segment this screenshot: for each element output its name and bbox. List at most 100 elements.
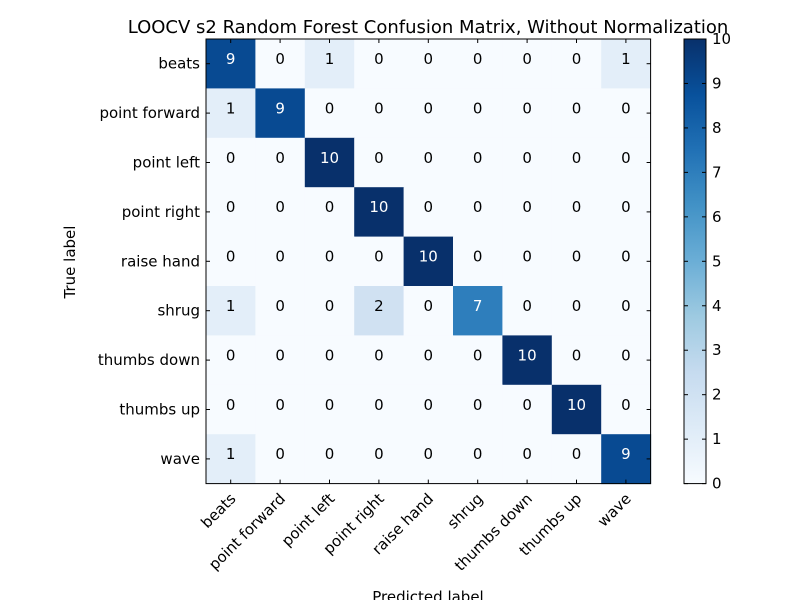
matrix-cell bbox=[255, 286, 306, 336]
matrix-cell bbox=[453, 286, 503, 336]
matrix-cell bbox=[354, 286, 405, 336]
matrix-cells bbox=[206, 39, 652, 485]
matrix-cell-label: 0 bbox=[374, 99, 384, 117]
matrix-cell bbox=[304, 434, 355, 485]
colorbar-tick-label: 2 bbox=[712, 386, 722, 404]
matrix-cell-label: 0 bbox=[473, 248, 483, 266]
y-tick-label: thumbs down bbox=[98, 351, 200, 369]
matrix-cell bbox=[601, 39, 652, 89]
matrix-cell bbox=[354, 335, 405, 386]
matrix-cell bbox=[304, 286, 355, 336]
matrix-cell-label: 0 bbox=[275, 297, 285, 315]
matrix-cell bbox=[502, 39, 553, 89]
matrix-cell-label: 0 bbox=[572, 99, 582, 117]
y-tick-label: beats bbox=[158, 55, 200, 73]
matrix-cell bbox=[551, 286, 602, 336]
matrix-cell bbox=[304, 88, 355, 139]
matrix-cell bbox=[206, 137, 256, 188]
matrix-cell-label: 0 bbox=[572, 445, 582, 463]
matrix-cell-label: 1 bbox=[621, 50, 631, 68]
matrix-cell bbox=[255, 137, 306, 188]
matrix-cell bbox=[601, 384, 652, 435]
matrix-cell-label: 7 bbox=[473, 297, 483, 315]
matrix-cell bbox=[601, 137, 652, 188]
matrix-cell bbox=[551, 187, 602, 238]
matrix-cell bbox=[304, 39, 355, 89]
matrix-cell-label: 0 bbox=[275, 445, 285, 463]
matrix-cell bbox=[206, 286, 256, 336]
colorbar-tick-label: 1 bbox=[712, 430, 722, 448]
matrix-cell-label: 0 bbox=[621, 248, 631, 266]
colorbar: 0 1 2 3 4 5 6 7 8 9 10 bbox=[683, 30, 731, 493]
matrix-cell bbox=[453, 434, 503, 485]
matrix-cell bbox=[502, 187, 553, 238]
matrix-cell bbox=[403, 384, 454, 435]
matrix-cell-label: 0 bbox=[275, 248, 285, 266]
matrix-cell-label: 0 bbox=[374, 50, 384, 68]
matrix-cell-label: 1 bbox=[226, 297, 236, 315]
matrix-cell bbox=[255, 88, 306, 139]
y-tick-label: raise hand bbox=[121, 252, 200, 270]
matrix-cell-label: 0 bbox=[275, 346, 285, 364]
matrix-cell bbox=[502, 137, 553, 188]
matrix-cell-label: 0 bbox=[275, 198, 285, 216]
matrix-cell bbox=[354, 434, 405, 485]
matrix-cell bbox=[551, 335, 602, 386]
matrix-cell-label: 0 bbox=[374, 346, 384, 364]
colorbar-tick-label: 7 bbox=[712, 163, 722, 181]
matrix-cell-label: 0 bbox=[522, 198, 532, 216]
matrix-cell-label: 0 bbox=[572, 149, 582, 167]
matrix-cell bbox=[601, 286, 652, 336]
y-tick-label: thumbs up bbox=[119, 401, 200, 419]
matrix-cell-label: 0 bbox=[424, 445, 434, 463]
matrix-cell bbox=[453, 236, 503, 287]
matrix-cell bbox=[403, 187, 454, 238]
matrix-cell bbox=[453, 187, 503, 238]
matrix-cell-label: 0 bbox=[275, 149, 285, 167]
matrix-cell-label: 0 bbox=[374, 445, 384, 463]
x-tick-label: wave bbox=[594, 490, 635, 531]
matrix-cell bbox=[601, 187, 652, 238]
matrix-cell bbox=[551, 88, 602, 139]
matrix-cell bbox=[255, 187, 306, 238]
matrix-cell-label: 0 bbox=[522, 396, 532, 414]
matrix-cell-label: 0 bbox=[424, 198, 434, 216]
matrix-cell bbox=[354, 137, 405, 188]
axis-ticks bbox=[206, 39, 651, 484]
matrix-cell bbox=[304, 335, 355, 386]
matrix-cell bbox=[502, 286, 553, 336]
matrix-cell-label: 9 bbox=[621, 445, 631, 463]
matrix-cell-label: 0 bbox=[572, 50, 582, 68]
matrix-cell-label: 10 bbox=[567, 396, 586, 414]
matrix-cell-label: 9 bbox=[275, 99, 285, 117]
matrix-cell-label: 0 bbox=[621, 396, 631, 414]
matrix-cell-label: 0 bbox=[424, 50, 434, 68]
matrix-cell-label: 0 bbox=[522, 297, 532, 315]
colorbar-tick-label: 10 bbox=[712, 30, 731, 48]
matrix-cell bbox=[354, 88, 405, 139]
matrix-cell bbox=[601, 236, 652, 287]
matrix-cell-label: 1 bbox=[226, 99, 236, 117]
matrix-cell bbox=[551, 384, 602, 435]
matrix-cell-label: 0 bbox=[275, 50, 285, 68]
matrix-cell bbox=[304, 137, 355, 188]
x-tick-label: shrug bbox=[444, 490, 487, 533]
matrix-cell-label: 0 bbox=[621, 198, 631, 216]
y-tick-label: point forward bbox=[99, 104, 200, 122]
colorbar-tick-label: 6 bbox=[712, 208, 722, 226]
matrix-cell bbox=[206, 39, 256, 89]
matrix-cell bbox=[354, 39, 405, 89]
matrix-cell bbox=[601, 88, 652, 139]
chart-title: LOOCV s2 Random Forest Confusion Matrix,… bbox=[128, 17, 729, 38]
matrix-cell bbox=[601, 434, 652, 485]
y-tick-labels: beats point forward point left point right r… bbox=[98, 55, 200, 468]
matrix-cell bbox=[206, 434, 256, 485]
matrix-cell bbox=[502, 434, 553, 485]
matrix-cell-label: 1 bbox=[325, 50, 335, 68]
matrix-cell-label: 0 bbox=[374, 149, 384, 167]
colorbar-ticks: 0 1 2 3 4 5 6 7 8 9 10 bbox=[684, 30, 731, 493]
matrix-cell-label: 0 bbox=[522, 248, 532, 266]
matrix-cell-label: 0 bbox=[572, 248, 582, 266]
matrix-cell bbox=[551, 434, 602, 485]
matrix-cell bbox=[354, 236, 405, 287]
